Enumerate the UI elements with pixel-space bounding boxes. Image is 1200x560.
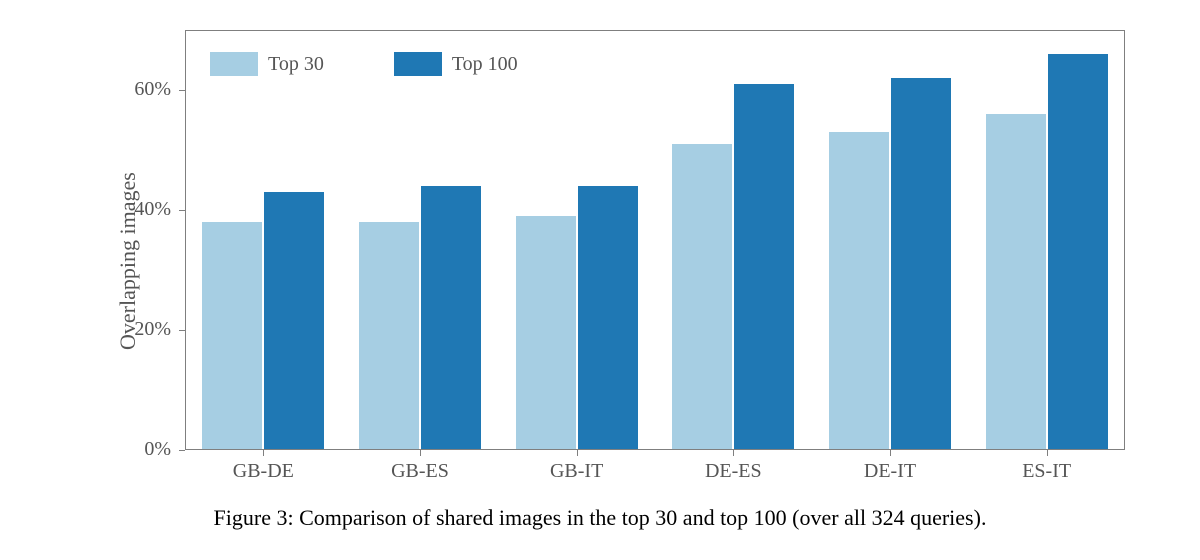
legend: Top 30 Top 100 [210,52,518,76]
legend-label: Top 100 [452,53,518,76]
x-tick-mark [1047,450,1048,456]
x-tick-mark [263,450,264,456]
legend-item: Top 30 [210,52,324,76]
y-tick-mark [179,330,185,331]
legend-swatch [210,52,258,76]
bar [516,216,576,450]
x-tick-label: GB-DE [185,460,342,483]
x-tick-mark [577,450,578,456]
bar [672,144,732,450]
figure-caption: Figure 3: Comparison of shared images in… [0,505,1200,531]
y-tick-mark [179,90,185,91]
y-tick-label: 60% [134,78,171,101]
x-tick-label: DE-IT [812,460,969,483]
y-tick-label: 0% [144,438,171,461]
bar [986,114,1046,450]
x-tick-label: GB-IT [498,460,655,483]
bar [829,132,889,450]
x-tick-label: GB-ES [342,460,499,483]
x-tick-label: ES-IT [968,460,1125,483]
y-tick-label: 40% [134,198,171,221]
x-tick-mark [420,450,421,456]
bar [421,186,481,450]
bar [578,186,638,450]
x-tick-label: DE-ES [655,460,812,483]
y-tick-mark [179,210,185,211]
figure-container: Top 30Top 100 Overlapping images 0%20%40… [0,0,1200,560]
legend-label: Top 30 [268,53,324,76]
legend-swatch [394,52,442,76]
bar [1048,54,1108,450]
y-tick-label: 20% [134,318,171,341]
bar [202,222,262,450]
bar [359,222,419,450]
x-tick-mark [733,450,734,456]
y-tick-mark [179,450,185,451]
bar [264,192,324,450]
legend-item: Top 100 [394,52,518,76]
bar [891,78,951,450]
plot-border [185,30,1125,450]
plot-area: Top 30 Top 100 [185,30,1125,450]
bar [734,84,794,450]
x-tick-mark [890,450,891,456]
